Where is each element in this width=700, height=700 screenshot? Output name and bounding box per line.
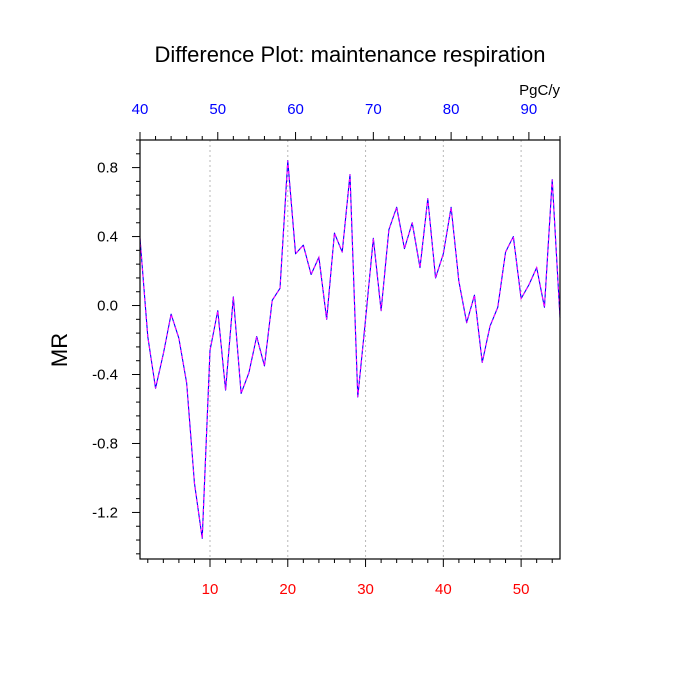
chart-title: Difference Plot: maintenance respiration	[155, 42, 546, 67]
y-tick-label-4: -0.8	[92, 435, 118, 452]
y-tick-label-5: -1.2	[92, 504, 118, 521]
x-bottom-tick-label-30: 30	[357, 581, 374, 598]
y-tick-label-0: 0.8	[97, 160, 118, 177]
units-label: PgC/y	[519, 82, 560, 99]
grid-lines	[209, 140, 522, 559]
plot-frame	[139, 139, 561, 560]
x-bottom-tick-label-20: 20	[279, 581, 296, 598]
y-tick-label-1: 0.4	[97, 229, 118, 246]
tick-labels: 10 20 30 40 50 40 50 60 70 80 90 0.8 0.4 0.0 -0.4 -0.8 -…	[92, 101, 537, 598]
series-line-overlay-0	[139, 160, 561, 539]
data-series	[139, 160, 561, 539]
series-line-0	[139, 160, 561, 539]
axis-ticks	[132, 132, 561, 567]
x-top-tick-label-40: 40	[132, 101, 149, 118]
x-bottom-tick-label-40: 40	[435, 581, 452, 598]
x-top-tick-label-90: 90	[521, 101, 538, 118]
x-bottom-tick-label-10: 10	[202, 581, 219, 598]
y-axis-label: MR	[47, 333, 72, 367]
x-top-tick-label-50: 50	[209, 101, 226, 118]
x-top-tick-label-60: 60	[287, 101, 304, 118]
x-bottom-tick-label-50: 50	[513, 581, 530, 598]
x-top-tick-label-80: 80	[443, 101, 460, 118]
y-tick-label-3: -0.4	[92, 367, 118, 384]
y-tick-label-2: 0.0	[97, 298, 118, 315]
x-top-tick-label-70: 70	[365, 101, 382, 118]
